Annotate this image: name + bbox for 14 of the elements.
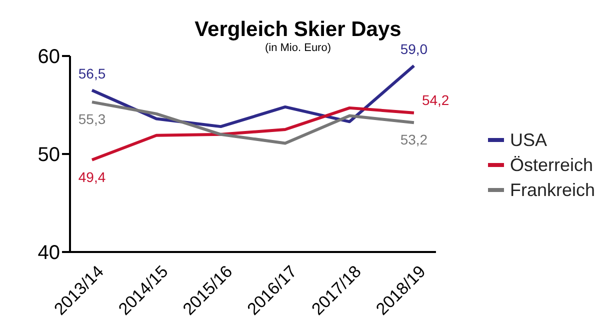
y-tick-label: 50 <box>38 144 60 166</box>
legend-label: Frankreich <box>510 180 595 200</box>
y-tick-label: 60 <box>38 46 60 68</box>
data-label: 56,5 <box>78 65 106 82</box>
data-label: 55,3 <box>78 111 106 128</box>
chart-title: Vergleich Skier Days <box>194 18 402 42</box>
data-label: 53,2 <box>400 132 428 148</box>
y-tick-label: 40 <box>38 242 60 264</box>
data-label: 59,0 <box>400 40 428 57</box>
legend-label: Österreich <box>510 154 593 176</box>
chart-subtitle: (in Mio. Euro) <box>264 42 332 54</box>
data-label: 49,4 <box>78 168 106 185</box>
legend-label: USA <box>510 130 547 150</box>
data-label: 54,2 <box>422 92 450 108</box>
